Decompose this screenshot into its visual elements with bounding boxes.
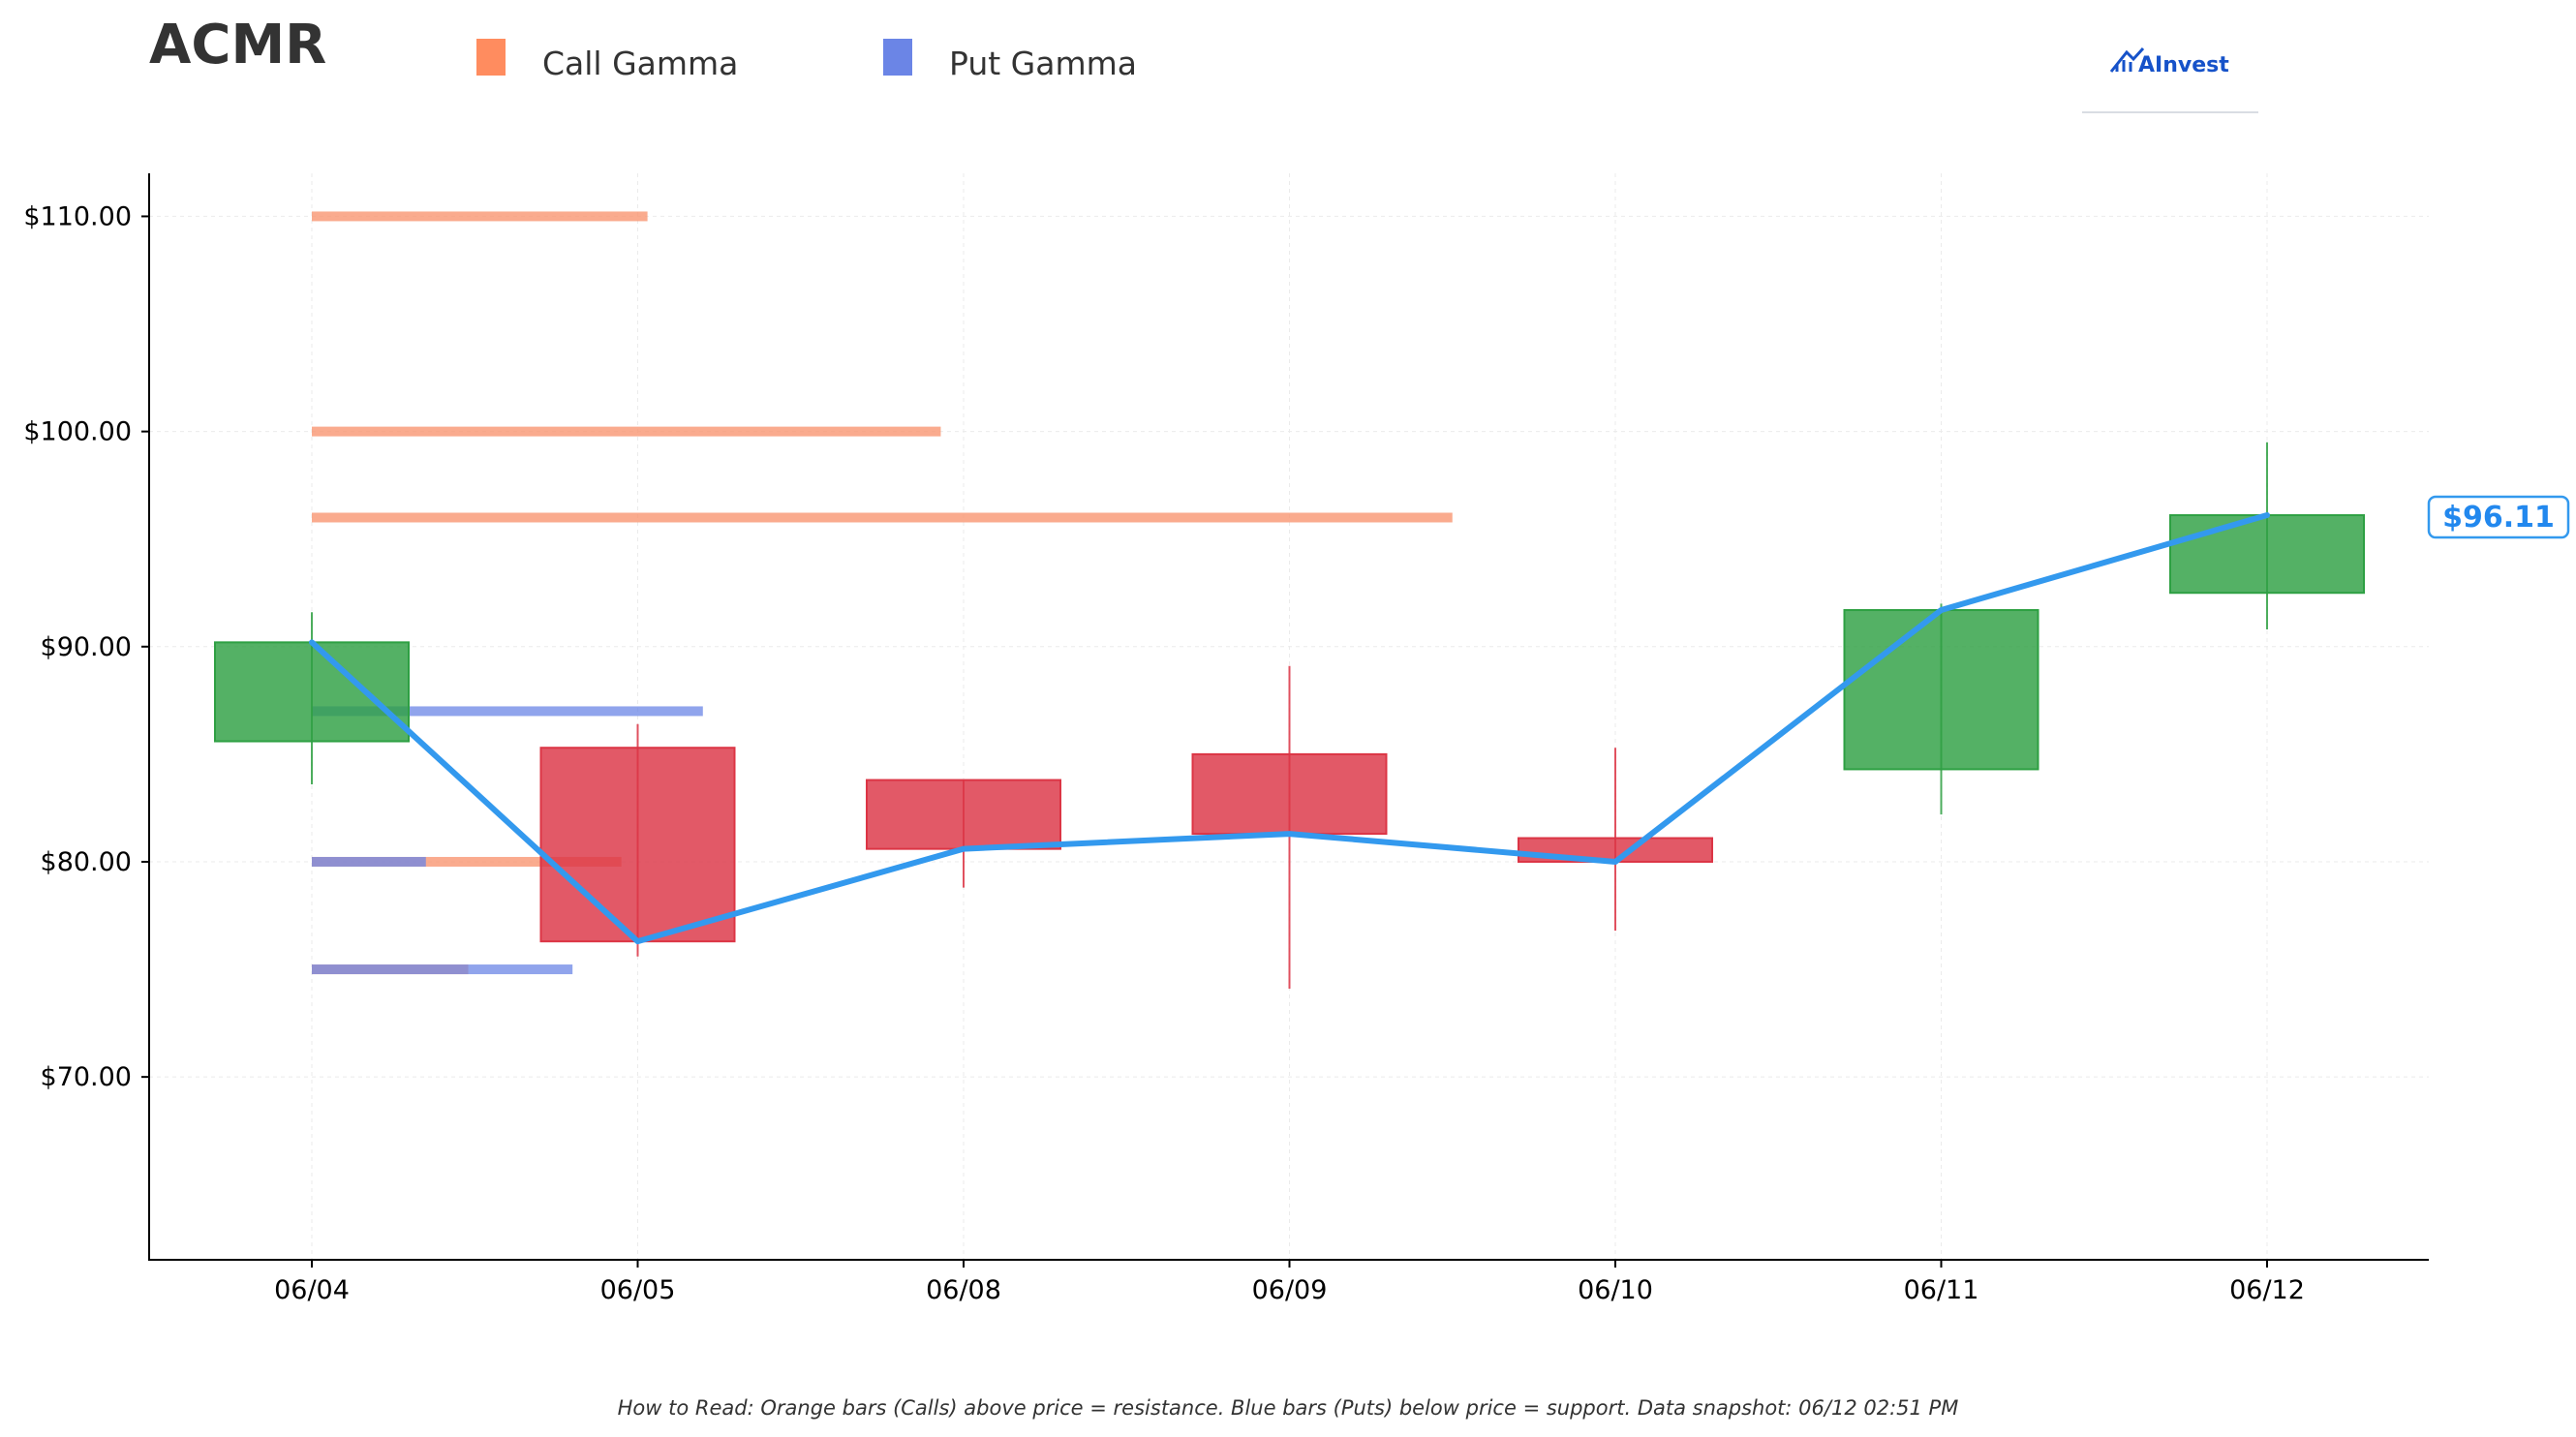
candle-body-down	[539, 747, 736, 943]
candle-body-up	[214, 641, 410, 743]
brand-logo-icon	[2109, 46, 2145, 73]
last-price-label: $96.11	[2442, 501, 2555, 535]
y-tick-label: $80.00	[41, 847, 132, 877]
x-tick-label: 06/04	[274, 1275, 350, 1305]
put-gamma-bar	[312, 964, 573, 975]
put-gamma-bar	[312, 856, 426, 867]
candle-body-down	[1191, 752, 1388, 836]
candle-body-up	[2169, 514, 2365, 595]
candle-body-down	[866, 779, 1061, 850]
close-price-line	[309, 512, 2270, 945]
last-price-badge: $96.11	[2427, 495, 2570, 539]
put-gamma-bar	[312, 706, 703, 717]
put-gamma-legend-label: Put Gamma	[949, 45, 1137, 82]
last-price-badge-box	[2427, 495, 2570, 539]
x-tick-label: 06/11	[1904, 1275, 1979, 1305]
y-tick-label: $100.00	[23, 417, 132, 447]
brand-logo-text: AInvest	[2138, 53, 2229, 77]
call-gamma-bar	[312, 426, 941, 437]
x-tick-label: 06/10	[1578, 1275, 1653, 1305]
y-tick-label: $70.00	[41, 1062, 132, 1092]
call-gamma-bar	[312, 856, 622, 867]
footer-note: How to Read: Orange bars (Calls) above p…	[618, 1396, 1959, 1420]
put-gamma-legend-swatch	[883, 39, 912, 76]
x-tick-label: 06/09	[1252, 1275, 1328, 1305]
x-tick-label: 06/12	[2229, 1275, 2305, 1305]
x-tick-label: 06/05	[600, 1275, 676, 1305]
call-gamma-bar	[312, 512, 1453, 523]
call-gamma-bar	[312, 211, 648, 222]
legend: Call Gamma Put Gamma	[476, 39, 1137, 82]
y-tick-label: $90.00	[41, 632, 132, 662]
brand-logo: AInvest	[2082, 46, 2258, 113]
y-tick-label: $110.00	[23, 201, 132, 231]
candle-body-up	[1843, 609, 2039, 771]
call-gamma-legend-swatch	[476, 39, 506, 76]
chart-title: ACMR	[149, 14, 326, 76]
x-tick-label: 06/08	[926, 1275, 1001, 1305]
call-gamma-legend-label: Call Gamma	[542, 45, 738, 82]
